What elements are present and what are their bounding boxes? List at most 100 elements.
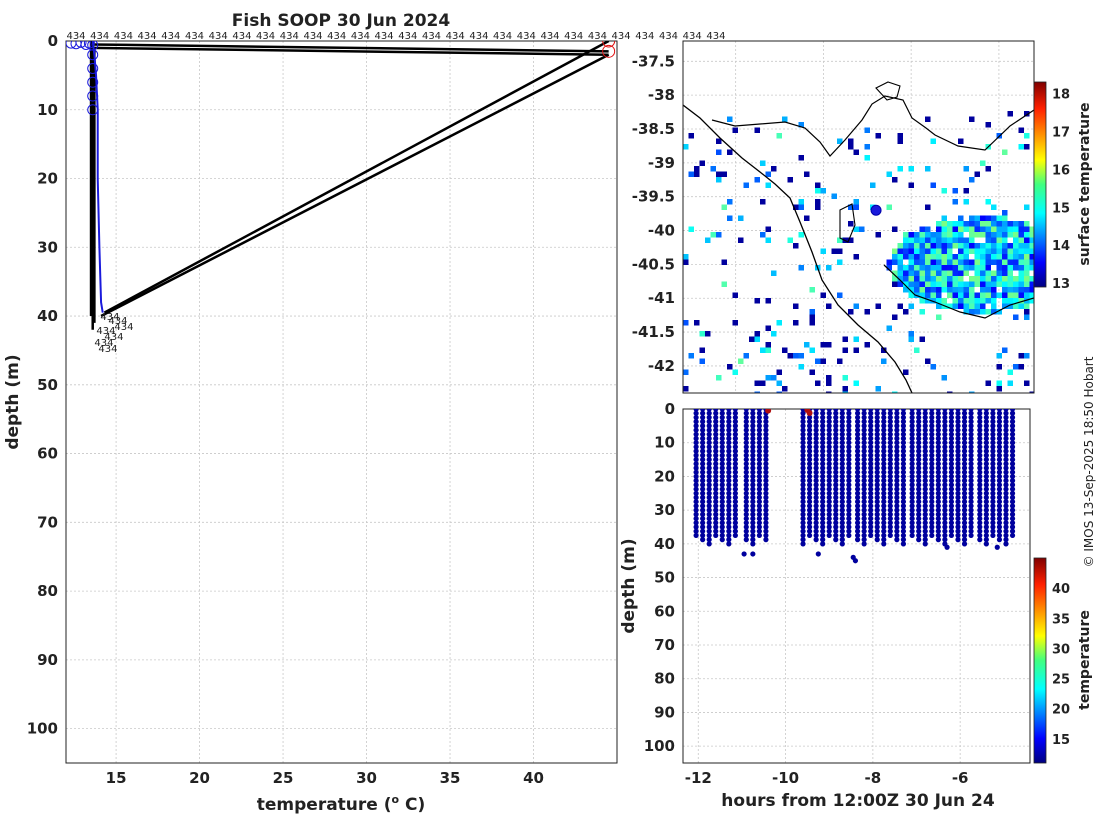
sst-cells	[683, 111, 1034, 393]
obs-point	[996, 452, 1003, 458]
obs-point	[833, 452, 839, 458]
obs-point	[955, 448, 961, 454]
obs-point	[929, 452, 935, 458]
obs-point	[693, 511, 699, 517]
obs-point	[719, 419, 725, 425]
obs-point	[806, 435, 813, 442]
sst-colorbar-tick: 14	[1052, 239, 1070, 254]
obs-point	[922, 473, 928, 480]
obs-point	[854, 440, 861, 446]
obs-point	[806, 515, 813, 522]
sst-cell	[760, 199, 766, 205]
obs-point	[706, 528, 712, 534]
sst-cell	[892, 276, 898, 282]
obs-point	[846, 478, 852, 484]
obs-point	[719, 440, 725, 446]
obs-point	[1009, 490, 1016, 496]
obs-point	[900, 440, 907, 446]
obs-point	[700, 452, 706, 458]
obs-point	[990, 478, 996, 484]
obs-point	[894, 473, 900, 480]
obs-point	[1009, 478, 1016, 484]
obs-point	[846, 461, 852, 467]
sst-cell	[683, 254, 689, 260]
obs-point	[935, 537, 941, 543]
obs-point	[719, 444, 725, 450]
sst-cell	[749, 336, 755, 342]
sst-cell	[1002, 270, 1008, 276]
sst-cell	[754, 331, 760, 337]
sst-cell	[941, 259, 947, 265]
sst-cell	[930, 254, 936, 260]
obs-point	[929, 465, 935, 471]
obs-point	[700, 414, 706, 421]
obs-point	[887, 486, 893, 492]
sst-cell	[958, 259, 964, 265]
obs-point	[861, 537, 867, 543]
obs-point	[826, 414, 832, 421]
obs-point	[868, 465, 874, 471]
obs-point	[968, 414, 974, 421]
obs-point	[894, 419, 900, 425]
obs-point	[750, 494, 756, 501]
obs-point	[942, 456, 948, 463]
obs-point	[693, 461, 699, 467]
sst-cell	[1013, 254, 1019, 260]
obs-point	[990, 494, 996, 501]
obs-point	[968, 499, 974, 505]
obs-point	[719, 456, 725, 463]
obs-point	[955, 537, 961, 543]
dt-xtick-label: -10	[772, 769, 799, 787]
obs-point	[935, 456, 941, 463]
obs-point	[942, 532, 948, 539]
sst-cell	[1024, 314, 1030, 320]
sst-cell	[980, 232, 986, 238]
obs-point	[922, 507, 928, 513]
obs-point	[700, 448, 706, 454]
sst-cell	[914, 243, 920, 249]
sst-cell	[1002, 226, 1008, 232]
obs-point	[861, 409, 867, 412]
obs-point	[983, 537, 989, 543]
obs-point	[894, 490, 900, 496]
obs-point-hot	[806, 410, 813, 417]
obs-point	[693, 448, 699, 454]
sst-cell	[765, 237, 771, 243]
sst-cell	[1002, 237, 1008, 243]
obs-point	[955, 427, 961, 433]
obs-point	[861, 524, 867, 530]
obs-point	[996, 503, 1003, 509]
obs-point	[900, 435, 907, 442]
obs-point	[977, 414, 983, 421]
obs-point	[887, 440, 893, 446]
obs-point	[887, 435, 893, 442]
obs-point	[942, 482, 948, 488]
obs-point	[693, 524, 699, 530]
obs-point	[894, 507, 900, 513]
obs-point	[750, 511, 756, 517]
obs-point	[706, 478, 712, 484]
obs-point	[909, 507, 915, 513]
sst-cell	[969, 226, 975, 232]
sst-cell	[925, 265, 931, 271]
obs-point	[1003, 541, 1009, 547]
obs-point	[813, 478, 819, 484]
obs-point	[732, 419, 738, 425]
sst-cell	[952, 199, 958, 205]
sst-cell	[919, 237, 925, 243]
obs-point	[846, 524, 852, 530]
obs-point	[961, 448, 968, 454]
sst-cell	[952, 298, 958, 304]
obs-point	[948, 469, 955, 475]
sst-cell	[930, 364, 936, 370]
obs-point	[839, 448, 845, 454]
sst-cell	[853, 199, 859, 205]
obs-point	[806, 440, 813, 446]
sst-cell	[1007, 303, 1013, 309]
sst-cell	[1024, 270, 1030, 276]
obs-point	[806, 490, 813, 496]
obs-point	[820, 427, 826, 433]
sst-cell	[826, 391, 832, 393]
vessel-id-label: 434	[90, 31, 109, 42]
obs-point	[706, 486, 712, 492]
